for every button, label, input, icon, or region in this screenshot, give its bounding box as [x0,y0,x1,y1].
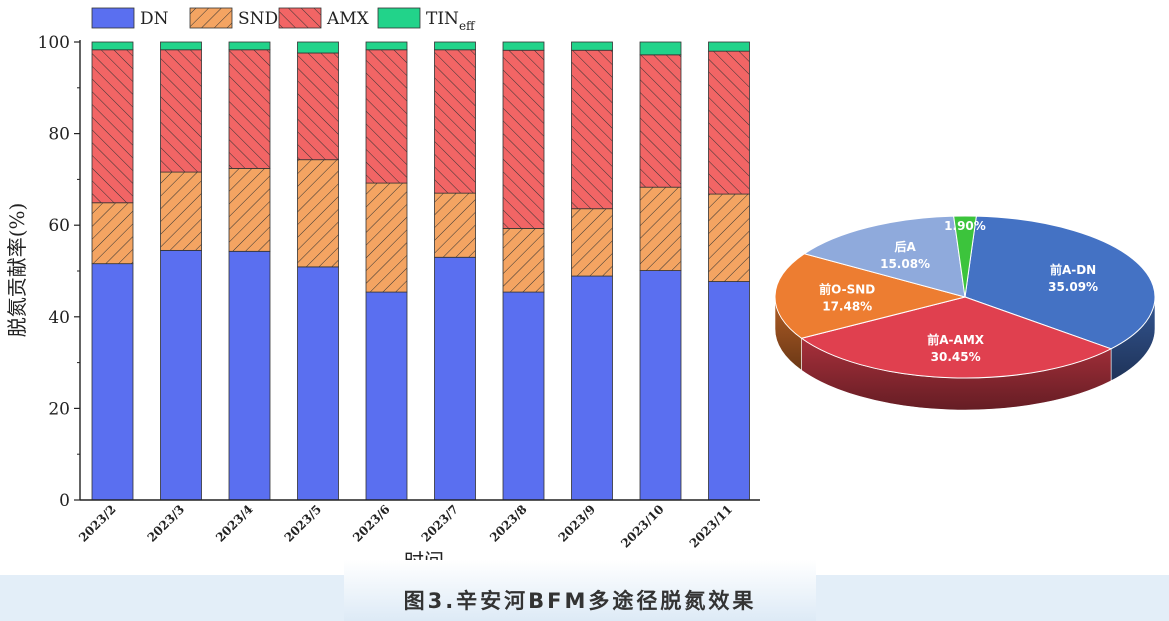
bar-segment-amx-9 [639,54,682,188]
bar-segment-snd-2 [160,171,202,251]
stacked-bar-chart: DN SND AMX TINeff 2023/2 2023/3 2023/4 2023/5 2… [5,7,760,573]
bar-segment-dn-9 [639,270,682,501]
pie-label-percent: 35.09% [1048,280,1098,294]
bar-segment-amx-5 [365,49,408,184]
bar-segment-snd-5 [365,182,408,293]
pie-slice-2 [800,296,1113,379]
pie-label-percent: 17.48% [822,299,872,313]
bar-segment-amx-1 [91,49,134,204]
bar-segment-snd-3 [228,168,271,252]
legend-swatch-tin [377,7,421,29]
y-tick-label: 40 [48,308,70,328]
legend-label-amx: AMX [326,9,370,29]
bar-segment-dn-4 [297,266,339,501]
x-tick-label: 2023/5 [282,502,325,545]
bar-segment-dn-1 [91,263,134,501]
bar-segment-tin-3 [228,41,271,51]
pie-labels: 前A-DN 35.09% 前A-AMX 30.45% 前O-SND 17.48% 后A 15.… [819,201,1098,364]
x-tick-label: 2023/7 [419,502,462,545]
bar-segment-tin-5 [365,41,408,51]
bar-segment-tin-4 [297,41,339,54]
bar-segment-tin-1 [91,41,134,51]
x-tick-label: 2023/2 [76,502,119,545]
bar-segment-amx-7 [502,49,545,229]
pie-slice-1 [964,215,1156,350]
x-tick-label: 2023/6 [350,502,393,545]
pie-label-name: 前A-DN [1050,262,1096,277]
bar-segment-tin-7 [502,41,545,51]
pie-chart-3d: 前A-DN 35.09% 前A-AMX 30.45% 前O-SND 17.48% 后A 15.… [774,201,1156,411]
legend-swatch-snd [189,7,233,29]
bar-segment-amx-8 [571,49,613,210]
pie-label-name: 前O-SND [819,281,875,296]
y-axis-label: 脱氮贡献率(%) [5,203,29,338]
bar-segment-snd-10 [708,193,750,282]
x-tick-label: 2023/3 [145,502,188,545]
bar-segment-amx-10 [708,50,750,195]
bar-segment-snd-6 [434,192,476,258]
pie-slice-5 [953,215,977,298]
bar-segment-snd-7 [502,228,545,293]
figure: DN SND AMX TINeff 2023/2 2023/3 2023/4 2023/5 2… [5,7,1156,573]
y-tick-label: 80 [48,125,70,145]
pie-label-percent: 15.08% [880,257,930,271]
bar-segment-tin-10 [708,41,750,52]
pie-slice-3 [774,253,967,339]
bar-stacks [91,41,750,501]
legend-swatch-dn [91,7,135,29]
bar-segment-snd-4 [297,159,339,268]
figure-caption: 图3.辛安河BFM多途径脱氮效果 [403,589,757,613]
bar-segment-snd-8 [571,208,613,277]
legend-swatch-amx [278,7,322,29]
y-tick-label: 0 [59,491,70,511]
bar-segment-amx-3 [228,49,271,169]
pie-label-percent: 30.45% [931,350,981,364]
pie-label-percent: 1.90% [944,219,986,233]
bar-segment-tin-6 [434,41,476,51]
x-tick-label: 2023/9 [556,502,599,545]
pie-slice-4 [803,215,966,298]
bar-segment-amx-2 [160,49,202,173]
y-tick-label: 100 [38,33,70,53]
bar-segment-amx-6 [434,49,476,194]
pie-label-name: 后A [894,239,916,254]
bar-segment-snd-9 [639,186,682,271]
bar-segment-dn-7 [502,291,545,501]
y-tick-label: 20 [48,399,70,419]
bar-segment-dn-2 [160,249,202,501]
bar-segment-amx-4 [297,52,339,161]
bar-segment-tin-9 [639,41,682,56]
bar-segment-tin-2 [160,41,202,51]
bar-segment-dn-10 [708,281,750,501]
pie-label-name: 前A-AMX [927,332,984,347]
bar-segment-dn-3 [228,250,271,501]
legend-label-dn: DN [140,9,169,29]
bar-segment-snd-1 [91,202,134,265]
x-tick-label: 2023/4 [213,502,256,545]
x-tick-label: 2023/8 [487,502,530,545]
legend-label-snd: SND [238,9,278,29]
bar-segment-dn-6 [434,256,476,501]
y-tick-label: 60 [48,216,70,236]
x-tick-label: 2023/10 [618,502,666,550]
legend-label-tin: TINeff [426,9,476,33]
pie-slices [774,215,1156,379]
x-tick-label: 2023/11 [687,502,735,550]
bar-segment-dn-5 [365,291,408,501]
chart-legend: DN SND AMX TINeff [91,7,476,33]
bar-segment-tin-8 [571,41,613,51]
caption-box: 图3.辛安河BFM多途径脱氮效果 [344,560,816,621]
bar-segment-dn-8 [571,275,613,501]
pie-label-name: 剩余 [953,201,978,216]
